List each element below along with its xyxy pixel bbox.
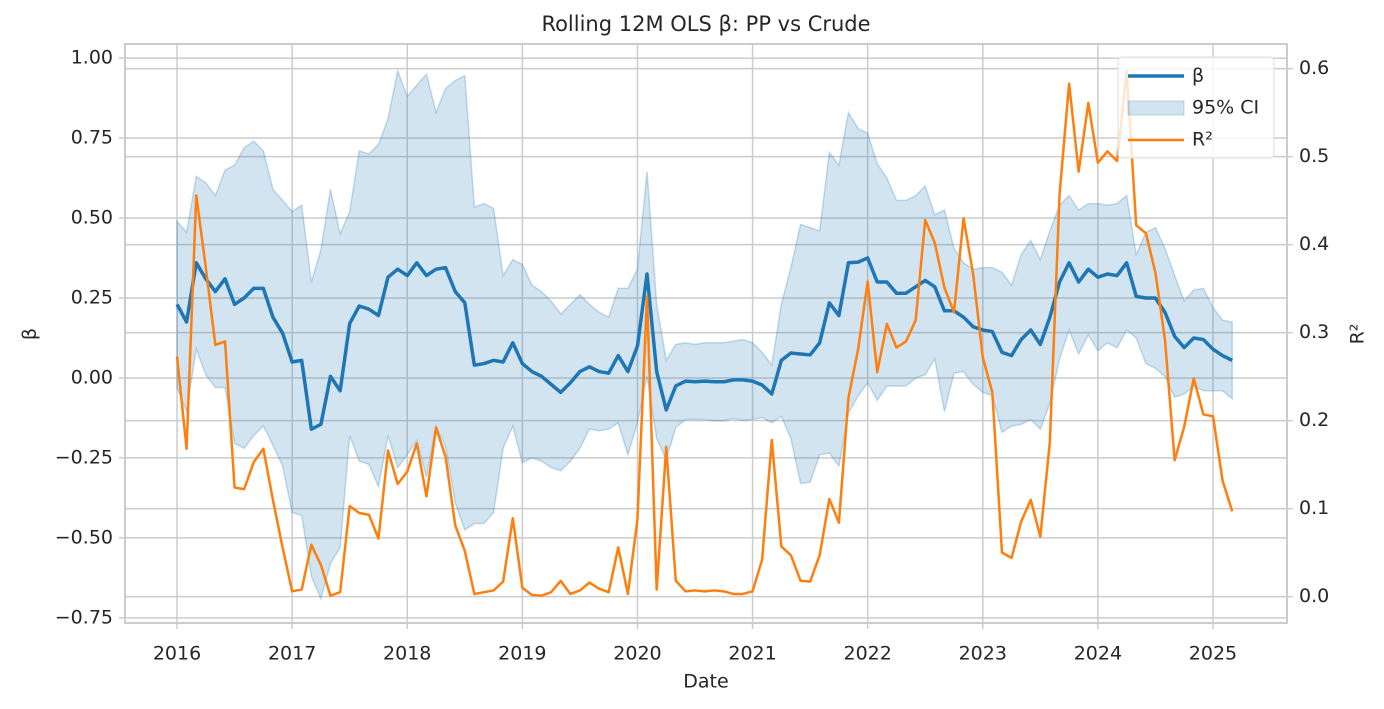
ci-band	[176, 68, 1233, 601]
y-tick-label: −0.50	[55, 526, 113, 548]
y2-tick-label: 0.6	[1299, 57, 1329, 79]
y2-tick-label: 0.0	[1299, 585, 1329, 607]
y2-tick-label: 0.4	[1299, 233, 1329, 255]
y2-tick-label: 0.1	[1299, 497, 1329, 519]
legend-label: 95% CI	[1192, 97, 1259, 119]
y-tick-label: −0.75	[55, 606, 113, 628]
x-axis-label: Date	[683, 671, 728, 693]
series-line	[175, 70, 1234, 597]
y-tick-label: 0.75	[71, 127, 113, 149]
x-tick-label: 2024	[1074, 643, 1122, 665]
legend-label: β	[1192, 65, 1204, 87]
x-tick-label: 2018	[383, 643, 431, 665]
x-tick-label: 2016	[153, 643, 201, 665]
y2-tick-label: 0.2	[1299, 409, 1329, 431]
x-tick-label: 2025	[1189, 643, 1237, 665]
legend-swatch	[1127, 100, 1185, 116]
x-tick-label: 2021	[728, 643, 776, 665]
chart-title: Rolling 12M OLS β: PP vs Crude	[541, 12, 870, 36]
legend-label: R²	[1192, 129, 1213, 151]
y-tick-label: 0.50	[71, 207, 113, 229]
grid	[125, 44, 1287, 623]
y2-tick-label: 0.3	[1299, 321, 1329, 343]
plot	[175, 68, 1234, 601]
x-tick-label: 2019	[498, 643, 546, 665]
x-tick-label: 2020	[613, 643, 661, 665]
legend-box	[1117, 56, 1275, 159]
x-tick-label: 2017	[268, 643, 316, 665]
y2-tick-label: 0.5	[1299, 145, 1329, 167]
x-tick-label: 2022	[843, 643, 891, 665]
y-tick-label: 0.25	[71, 286, 113, 308]
y-axis-label: β	[19, 328, 41, 340]
y-tick-label: 0.00	[71, 366, 113, 388]
x-tick-label: 2023	[959, 643, 1007, 665]
y-tick-label: 1.00	[71, 47, 113, 69]
y-tick-label: −0.25	[55, 446, 113, 468]
plot-frame	[124, 43, 1288, 624]
y2-axis-label: R²	[1347, 324, 1369, 345]
